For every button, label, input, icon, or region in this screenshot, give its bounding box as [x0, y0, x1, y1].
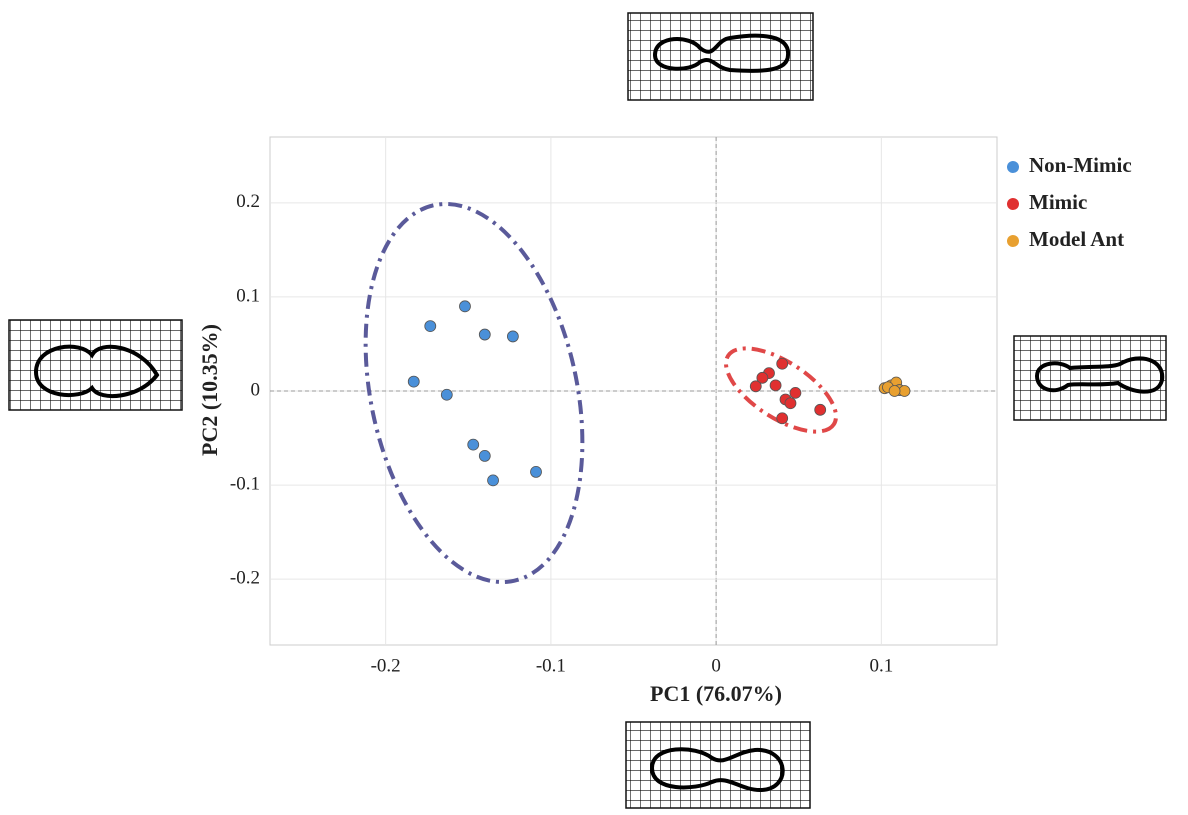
legend-label: Model Ant	[1029, 227, 1124, 251]
legend: Non-Mimic Mimic Model Ant	[1007, 153, 1132, 251]
x-tick-label: 0	[711, 655, 721, 676]
point	[424, 320, 437, 332]
legend-swatch	[1007, 235, 1019, 247]
point	[530, 466, 542, 478]
point	[749, 380, 762, 393]
x-tick-label: 0.1	[869, 655, 893, 676]
point	[478, 450, 491, 462]
point	[506, 330, 519, 343]
point	[776, 412, 789, 425]
ellipse-non-mimic	[363, 201, 585, 585]
y-tick-label: 0	[251, 379, 261, 400]
point	[487, 474, 499, 487]
point	[756, 371, 769, 384]
point	[407, 375, 420, 388]
y-tick-label: 0.1	[236, 285, 260, 306]
grid	[270, 137, 997, 645]
x-axis-title: PC1 (76.07%)	[650, 681, 782, 706]
legend-label: Non-Mimic	[1029, 153, 1132, 177]
point	[814, 403, 827, 416]
legend-label: Mimic	[1029, 190, 1087, 214]
point	[459, 300, 471, 313]
legend-swatch	[1007, 161, 1019, 173]
point	[789, 386, 802, 399]
y-tick-label: 0.2	[236, 191, 260, 212]
point	[440, 388, 453, 401]
deformation-grid-bottom	[625, 721, 811, 809]
point	[898, 385, 911, 397]
deformation-grid-left	[8, 319, 183, 411]
ellipse-mimic	[724, 346, 838, 434]
y-axis-title: PC2 (10.35%)	[197, 324, 222, 456]
point	[467, 438, 480, 451]
legend-swatch	[1007, 198, 1019, 210]
point	[769, 379, 782, 392]
point	[478, 328, 491, 341]
deformation-grid-top	[627, 12, 814, 101]
y-tick-label: -0.2	[230, 568, 260, 589]
deformation-grid-right	[1013, 335, 1167, 421]
point	[776, 357, 789, 370]
x-tick-label: -0.2	[371, 655, 401, 676]
y-tick-label: -0.1	[230, 473, 260, 494]
x-tick-label: -0.1	[536, 655, 566, 676]
point	[888, 385, 901, 397]
point	[784, 397, 797, 410]
points	[407, 300, 911, 487]
